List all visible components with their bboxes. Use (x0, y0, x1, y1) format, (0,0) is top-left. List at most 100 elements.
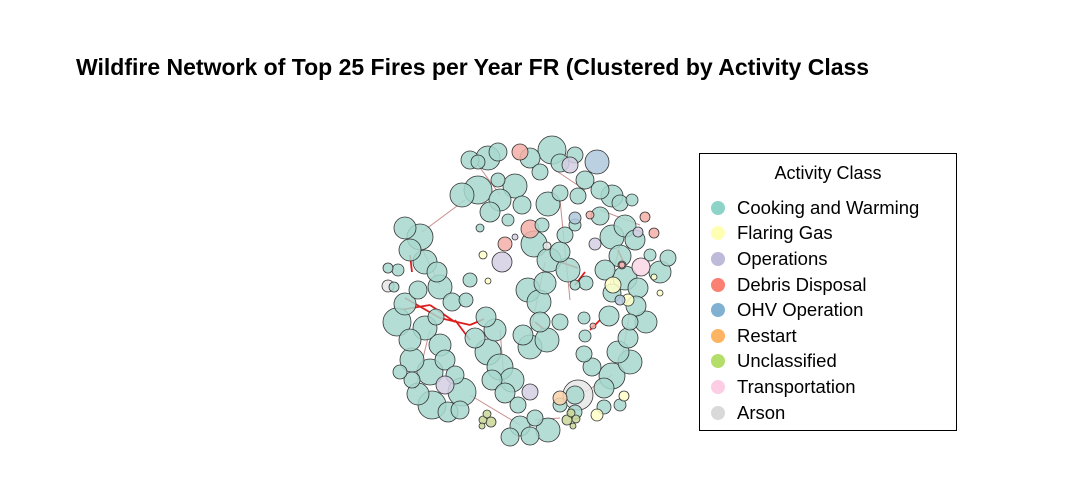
legend-label: Cooking and Warming (737, 196, 920, 218)
network-node (526, 409, 544, 427)
network-node (475, 223, 485, 233)
network-node (512, 195, 532, 215)
network-node (631, 257, 651, 277)
network-node (512, 324, 534, 346)
network-node (398, 328, 422, 352)
network-node (614, 294, 626, 306)
legend-title: Activity Class (774, 163, 882, 183)
legend-swatch-icon (711, 226, 725, 241)
legend-item: Cooking and Warming (711, 195, 919, 221)
network-node (478, 422, 486, 430)
network-node (569, 422, 577, 430)
legend-label: Debris Disposal (737, 273, 867, 295)
network-node (565, 385, 585, 405)
network-node (542, 241, 552, 251)
network-node (639, 211, 651, 223)
network-node (571, 414, 581, 424)
network-node (618, 261, 626, 269)
legend-label: Restart (737, 324, 797, 346)
legend-item: Arson (711, 400, 919, 426)
network-node (590, 408, 604, 422)
legend-swatch-icon (711, 277, 725, 292)
network-node (426, 261, 448, 283)
network-node (511, 143, 529, 161)
network-node (450, 400, 470, 420)
network-node (502, 173, 528, 199)
network-node (594, 259, 616, 281)
network-node (494, 382, 516, 404)
network-node (533, 271, 557, 295)
network-node (408, 280, 428, 300)
network-node (611, 194, 629, 212)
network-node (648, 227, 660, 239)
legend-swatch-icon (711, 354, 725, 369)
network-node (577, 311, 591, 325)
legend-swatch-icon (711, 405, 725, 420)
network-node (617, 327, 639, 349)
legend-swatch-icon (711, 328, 725, 343)
legend-label: OHV Operation (737, 299, 864, 321)
legend-item: Transportation (711, 374, 919, 400)
legend-items: Cooking and Warming Flaring Gas Operations… (711, 195, 919, 425)
network-node (618, 390, 630, 402)
network-node (403, 371, 421, 389)
network-node (582, 357, 602, 377)
network-node (593, 377, 615, 399)
network-node (575, 345, 593, 363)
legend-item: Restart (711, 323, 919, 349)
network-node (500, 427, 520, 447)
network-node (442, 292, 462, 312)
network-node (625, 193, 639, 207)
network-node (584, 149, 610, 175)
network-node (529, 311, 551, 333)
legend-swatch-icon (711, 200, 725, 215)
network-node (569, 187, 587, 205)
network-node (552, 390, 568, 406)
network-node (556, 226, 574, 244)
network-node (561, 156, 579, 174)
chart-title: Wildfire Network of Top 25 Fires per Yea… (76, 54, 870, 80)
network-node (497, 236, 513, 252)
network-node (482, 409, 492, 419)
network-node (578, 275, 594, 291)
network-node (632, 226, 644, 238)
network-node (588, 237, 602, 251)
network-node (656, 289, 664, 297)
network-node (470, 154, 486, 170)
network-node (427, 308, 445, 326)
legend-label: Transportation (737, 375, 856, 397)
network-node (382, 262, 394, 274)
network-node (491, 251, 513, 273)
network-node (393, 292, 417, 316)
network-node (575, 170, 595, 190)
legend-swatch-icon (711, 379, 725, 394)
network-node (604, 276, 622, 294)
legend-label: Operations (737, 247, 828, 269)
network-node (449, 182, 475, 208)
network-node (598, 305, 620, 327)
network-node (521, 383, 539, 401)
network-node (484, 277, 492, 285)
network-node (511, 233, 519, 241)
network-node (659, 249, 677, 267)
legend-item: OHV Operation (711, 297, 919, 323)
network-node (481, 369, 503, 391)
legend-item: Operations (711, 246, 919, 272)
legend-label: Arson (737, 401, 786, 423)
network-node (643, 248, 657, 262)
network-node (590, 180, 610, 200)
legend-swatch-icon (711, 251, 725, 266)
network-node (475, 306, 497, 328)
network-node (398, 238, 422, 262)
legend-item: Debris Disposal (711, 272, 919, 298)
network-node (388, 281, 400, 293)
network-node (568, 211, 582, 225)
network-node (391, 263, 405, 277)
network-node (434, 349, 456, 371)
network-node (393, 216, 417, 240)
network-node (462, 272, 478, 288)
legend: Activity Class Cooking and Warming Flarin… (699, 153, 957, 431)
network-node (464, 327, 486, 349)
legend-label: Flaring Gas (737, 222, 833, 244)
network-node (551, 313, 569, 331)
